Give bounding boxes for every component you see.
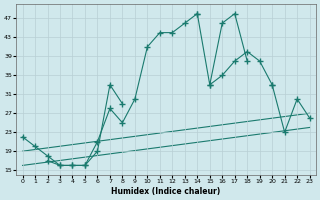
X-axis label: Humidex (Indice chaleur): Humidex (Indice chaleur): [111, 187, 221, 196]
